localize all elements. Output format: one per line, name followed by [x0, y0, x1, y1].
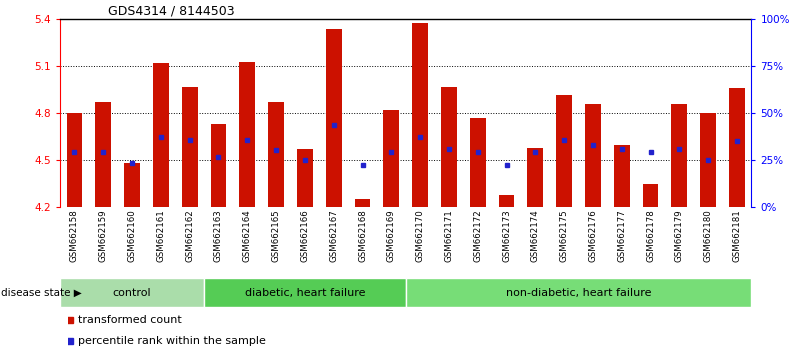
Bar	[413, 23, 428, 207]
Bar	[585, 104, 601, 207]
Text: GSM662168: GSM662168	[358, 209, 367, 262]
Bar	[182, 87, 198, 207]
Text: GSM662176: GSM662176	[589, 209, 598, 262]
Bar	[700, 113, 716, 207]
Text: GSM662159: GSM662159	[99, 209, 108, 262]
Bar	[355, 199, 370, 207]
Bar	[124, 163, 140, 207]
Bar	[498, 195, 514, 207]
Text: GSM662172: GSM662172	[473, 209, 482, 262]
Bar	[729, 88, 745, 207]
Text: GSM662166: GSM662166	[300, 209, 309, 262]
Bar	[326, 29, 341, 207]
Text: disease state ▶: disease state ▶	[1, 288, 82, 298]
Text: GSM662170: GSM662170	[416, 209, 425, 262]
Text: GSM662169: GSM662169	[387, 209, 396, 262]
Bar	[441, 87, 457, 207]
Bar	[297, 149, 313, 207]
Text: GSM662174: GSM662174	[531, 209, 540, 262]
Text: GSM662167: GSM662167	[329, 209, 338, 262]
Bar	[527, 148, 543, 207]
Bar	[95, 102, 111, 207]
Bar	[405, 279, 751, 307]
Bar	[60, 279, 204, 307]
Text: GSM662165: GSM662165	[272, 209, 280, 262]
Bar	[268, 102, 284, 207]
Bar	[204, 279, 405, 307]
Text: GSM662158: GSM662158	[70, 209, 79, 262]
Bar	[470, 118, 485, 207]
Bar	[384, 110, 399, 207]
Text: GSM662181: GSM662181	[732, 209, 742, 262]
Text: GDS4314 / 8144503: GDS4314 / 8144503	[108, 5, 235, 18]
Text: GSM662163: GSM662163	[214, 209, 223, 262]
Text: GSM662164: GSM662164	[243, 209, 252, 262]
Text: GSM662171: GSM662171	[445, 209, 453, 262]
Text: non-diabetic, heart failure: non-diabetic, heart failure	[505, 288, 651, 298]
Text: transformed count: transformed count	[78, 315, 182, 325]
Text: GSM662180: GSM662180	[703, 209, 713, 262]
Bar	[614, 144, 630, 207]
Bar	[66, 113, 83, 207]
Text: GSM662175: GSM662175	[560, 209, 569, 262]
Bar	[211, 124, 227, 207]
Text: GSM662161: GSM662161	[156, 209, 165, 262]
Text: percentile rank within the sample: percentile rank within the sample	[78, 336, 266, 346]
Bar	[239, 62, 256, 207]
Bar	[153, 63, 169, 207]
Text: GSM662179: GSM662179	[674, 209, 684, 262]
Text: control: control	[113, 288, 151, 298]
Text: GSM662162: GSM662162	[185, 209, 194, 262]
Bar	[671, 104, 687, 207]
Bar	[556, 95, 572, 207]
Text: diabetic, heart failure: diabetic, heart failure	[244, 288, 365, 298]
Text: GSM662160: GSM662160	[127, 209, 137, 262]
Text: GSM662178: GSM662178	[646, 209, 655, 262]
Text: GSM662177: GSM662177	[618, 209, 626, 262]
Bar	[642, 184, 658, 207]
Text: GSM662173: GSM662173	[502, 209, 511, 262]
